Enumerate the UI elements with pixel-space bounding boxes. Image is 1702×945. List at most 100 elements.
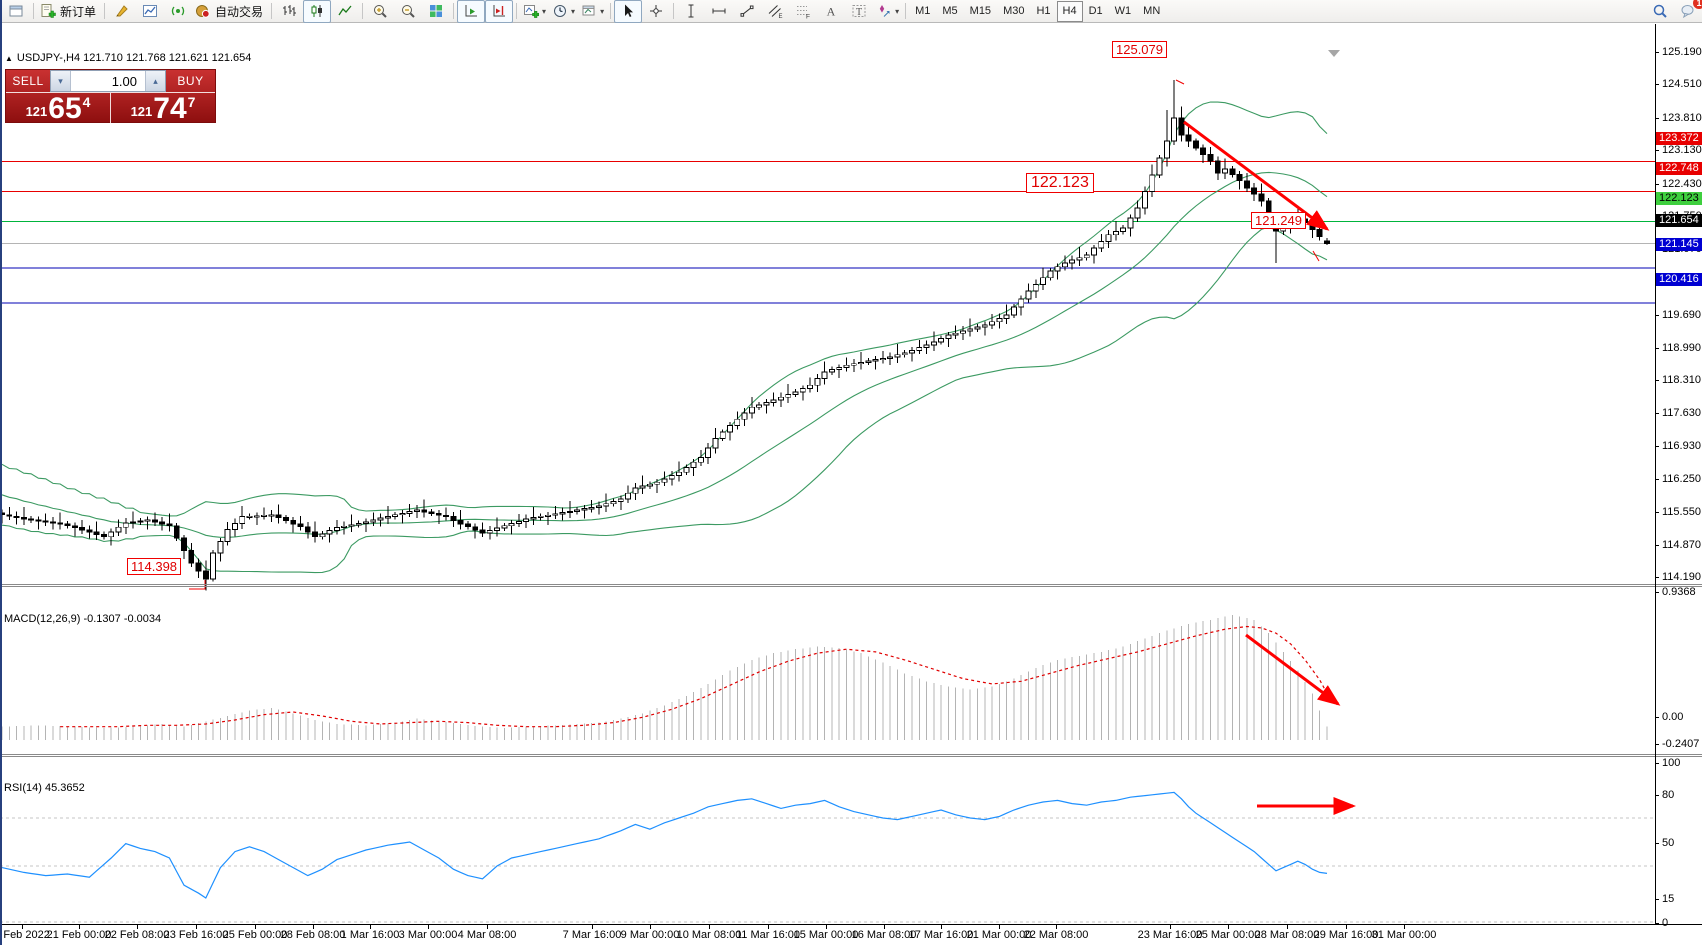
text-label-tool[interactable]: T	[845, 0, 873, 23]
zoom-out[interactable]	[394, 0, 422, 23]
cursor-tool[interactable]	[614, 0, 643, 23]
candlechart-icon	[309, 3, 325, 19]
timeframe-h4-label: H4	[1062, 5, 1077, 17]
toolbar-separator	[610, 3, 612, 19]
buy-price[interactable]: 121 74 7	[130, 92, 196, 125]
zoom-in[interactable]	[366, 0, 394, 23]
candlestick-mode[interactable]	[303, 0, 332, 23]
crosshair-icon	[648, 3, 664, 19]
charts-community[interactable]	[136, 0, 164, 23]
neworder-icon	[40, 3, 56, 19]
styler[interactable]	[108, 0, 136, 23]
toolbar-separator	[33, 3, 34, 19]
timeframe-m30[interactable]: M30	[997, 1, 1030, 22]
price-annotation[interactable]: 121.249	[1251, 212, 1306, 229]
symbol-info: ▲ USDJPY-,H4 121.710 121.768 121.621 121…	[5, 52, 251, 64]
vertical-line-tool[interactable]	[677, 0, 705, 23]
timeframe-h1[interactable]: H1	[1030, 1, 1056, 22]
price-divider	[110, 93, 111, 124]
timeframe-m1-label: M1	[915, 5, 931, 17]
hline-icon	[711, 3, 727, 19]
trendline-tool[interactable]	[733, 0, 761, 23]
line-chart-mode[interactable]	[331, 0, 359, 23]
timeframe-h1-label: H1	[1036, 5, 1051, 17]
volume-decrease-button[interactable]: ▾	[51, 71, 71, 91]
chat-icon	[1680, 3, 1696, 19]
price-axis-line[interactable]	[1655, 24, 1656, 924]
toolbar-separator	[362, 3, 364, 19]
sell-button[interactable]: SELL	[12, 74, 44, 88]
auto-scroll[interactable]	[457, 0, 486, 23]
time-axis-line[interactable]	[0, 924, 1702, 925]
toolbar-separator	[673, 3, 675, 19]
signal-icon	[170, 3, 186, 19]
macd-indicator-label: MACD(12,26,9) -0.1307 -0.0034	[4, 613, 162, 625]
pane-separator[interactable]	[0, 754, 1702, 755]
chartshift-icon	[491, 3, 507, 19]
periods-menu[interactable]: ▾	[549, 0, 578, 23]
horizontal-line-tool[interactable]	[705, 0, 733, 23]
buy-button[interactable]: BUY	[177, 74, 204, 88]
timeframe-m1[interactable]: M1	[909, 1, 936, 22]
price-annotation[interactable]: 122.123	[1026, 173, 1094, 193]
pane-separator	[0, 756, 1702, 757]
notifications[interactable]: 1	[1674, 0, 1702, 23]
channel-icon: E	[767, 3, 783, 19]
chart-area[interactable]: ▲ USDJPY-,H4 121.710 121.768 121.621 121…	[0, 23, 1702, 945]
signals[interactable]	[164, 0, 192, 23]
toolbar-separator	[271, 3, 273, 19]
indicators-list[interactable]: ▾	[520, 0, 549, 23]
symbol-collapse-icon[interactable]: ▲	[5, 53, 13, 63]
timeframe-m15-label: M15	[969, 5, 992, 17]
timeframe-m30-label: M30	[1003, 5, 1025, 17]
volume-input[interactable]	[71, 71, 145, 91]
new-chart-window[interactable]	[2, 0, 30, 23]
new-order[interactable]: 新订单	[37, 0, 101, 23]
rsi-pane-canvas[interactable]	[0, 780, 1655, 945]
cloudchart-icon	[142, 3, 158, 19]
svg-text:E: E	[779, 14, 783, 19]
timeframe-d1[interactable]: D1	[1083, 1, 1109, 22]
tiles-icon	[428, 3, 444, 19]
chevron-down-icon: ▾	[600, 6, 605, 16]
timeframe-m5[interactable]: M5	[936, 1, 963, 22]
bar-chart-mode[interactable]	[275, 0, 303, 23]
autotrading[interactable]: 自动交易	[192, 0, 268, 23]
autoscroll-icon	[463, 3, 479, 19]
symbol-ohlc-text: USDJPY-,H4 121.710 121.768 121.621 121.6…	[16, 52, 252, 64]
textA-icon: A	[823, 3, 839, 19]
timeframe-m15[interactable]: M15	[964, 1, 997, 22]
text-tool[interactable]: A	[817, 0, 845, 23]
arrows-tool[interactable]: ▾	[873, 0, 902, 23]
volume-increase-button[interactable]: ▴	[145, 71, 165, 91]
tile-windows[interactable]	[422, 0, 450, 23]
crayon-icon	[114, 3, 130, 19]
crosshair-tool[interactable]	[642, 0, 670, 23]
search[interactable]	[1646, 0, 1674, 23]
toolbar-separator	[453, 3, 455, 19]
timeframe-mn[interactable]: MN	[1137, 1, 1166, 22]
pane-separator[interactable]	[0, 584, 1702, 585]
chart-shift[interactable]	[485, 0, 514, 23]
autotrade-icon	[195, 3, 211, 19]
timeframe-m5-label: M5	[942, 5, 958, 17]
timeframe-w1[interactable]: W1	[1109, 1, 1138, 22]
price-annotation[interactable]: 125.079	[1112, 41, 1167, 58]
templates-menu[interactable]: ▾	[578, 0, 607, 23]
toolbar-separator	[516, 3, 518, 19]
labelT-icon: T	[851, 3, 867, 19]
fibonacci-tool[interactable]: F	[789, 0, 817, 23]
sell-price[interactable]: 121 65 4	[25, 92, 91, 125]
rsi-indicator-label: RSI(14) 45.3652	[4, 782, 85, 794]
fibo-icon: F	[795, 3, 811, 19]
equidistant-channel-tool[interactable]: E	[761, 0, 789, 23]
price-chart-canvas[interactable]	[0, 47, 1655, 607]
template-icon	[581, 3, 597, 19]
new-order-label: 新订单	[60, 4, 97, 19]
price-annotation[interactable]: 114.398	[127, 558, 182, 575]
timeframe-h4[interactable]: H4	[1056, 0, 1083, 22]
shapes-icon	[876, 3, 892, 19]
macd-pane-canvas[interactable]	[0, 610, 1655, 777]
notification-badge: 1	[1693, 0, 1702, 9]
chevron-down-icon: ▾	[895, 6, 900, 16]
